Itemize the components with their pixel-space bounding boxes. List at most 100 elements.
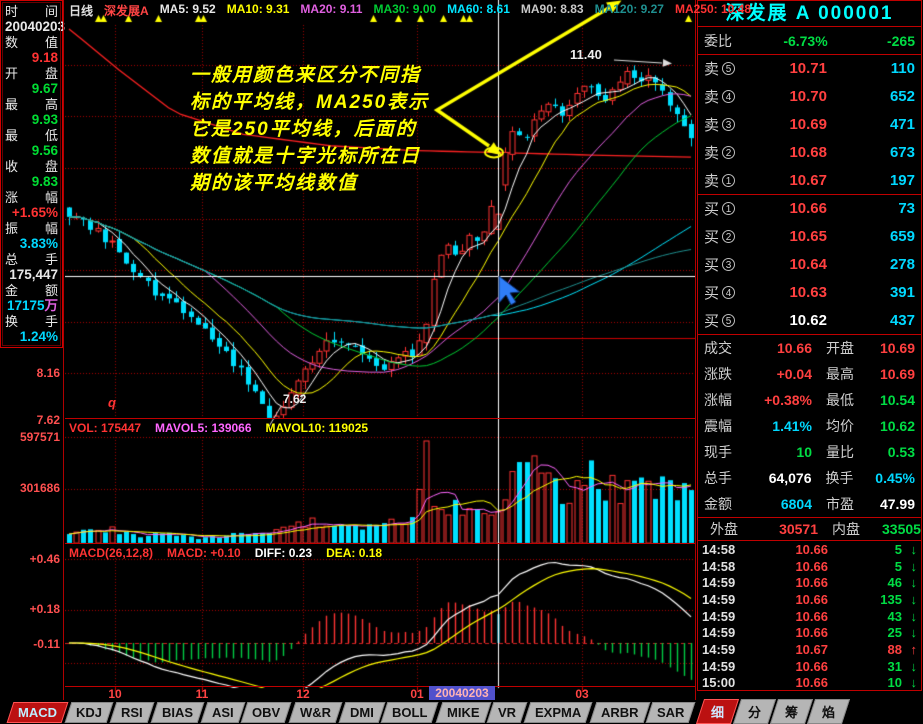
info-row: 涨幅 +0.38% 最低 10.54 (698, 387, 921, 413)
ask-row[interactable]: 卖 3 10.69 471 (698, 111, 921, 139)
value-text: 9.18 (31, 50, 58, 65)
sidebar-field-label: 开盘 (5, 66, 58, 81)
label-char: 幅 (44, 221, 58, 236)
macd-axis-label: +0.46 (29, 552, 60, 566)
waipan-row-inner: 外盘 30571 内盘 33505 (704, 519, 923, 539)
sidebar-field: 最低 9.56 (5, 128, 58, 159)
tick-volume: 10 (887, 675, 902, 691)
label-char: 换 (5, 314, 19, 329)
price-axis-label: 7.62 (36, 413, 60, 427)
info-row: 成交 10.66 开盘 10.69 (698, 335, 921, 361)
bid-row[interactable]: 买 1 10.66 73 (698, 195, 921, 223)
crosshair-quote-box: 时间 20040203 数值 9.18 开盘 9.67 最高 9.93 最低 9.56 收盘 9.83… (0, 0, 65, 348)
indicator-tab-kdj[interactable]: KDJ (64, 701, 114, 723)
volume-readout-item: VOL: 175447 (69, 421, 142, 435)
value-text: 1.24% (19, 329, 58, 344)
sidebar-field-value: 9.56 (5, 143, 58, 159)
bid-row[interactable]: 买 4 10.63 391 (698, 278, 921, 306)
ask-price: 10.71 (789, 60, 827, 78)
info-value: 1.41% (772, 418, 812, 434)
panel-tab[interactable]: 焰 (806, 699, 851, 724)
indicator-tab-rsi[interactable]: RSI (109, 701, 155, 723)
indicator-tab-sar[interactable]: SAR (645, 701, 697, 723)
label-char: 幅 (44, 190, 58, 205)
level-number-badge: 4 (722, 285, 736, 299)
date-axis: 10 11 12 01 03 20040203 (65, 686, 695, 701)
volume-indicator-readout: VOL: 175447 MAVOL5: 139066 MAVOL10: 119025 (69, 421, 382, 435)
sidebar-field-value: 20040203 (5, 19, 65, 35)
indicator-tab-bar: MACD KDJ RSI BIAS ASI OBV W&R DMI BOLL MIKE VR EXPM… (0, 700, 697, 724)
tick-time: 14:59 (702, 658, 736, 674)
indicator-tab-bias[interactable]: BIAS (150, 701, 205, 723)
level-text: 卖 (704, 89, 720, 107)
ask-row[interactable]: 卖 1 10.67 197 (698, 166, 921, 194)
bid-volume: 278 (889, 255, 915, 273)
level-number-badge: 5 (722, 62, 736, 76)
value-text: 175,447 (9, 267, 58, 282)
tick-row: 14:59 10.66 135 ↓ (698, 591, 921, 608)
indicator-tab-vr[interactable]: VR (486, 701, 528, 723)
sidebar-field-value: 9.18 (5, 50, 58, 66)
bid-row[interactable]: 买 5 10.62 437 (698, 306, 921, 334)
info-row: 总手 64,076 换手 0.45% (698, 465, 921, 491)
info-label: 最低 (826, 392, 854, 408)
quote-info-grid: 成交 10.66 开盘 10.69 涨跌 +0.04 最高 10.69 涨幅 +0.38% 最低 10… (698, 335, 921, 517)
sidebar-field-value: 9.93 (5, 112, 58, 128)
info-row: 涨跌 +0.04 最高 10.69 (698, 361, 921, 387)
up-arrow-icon: ↑ (910, 641, 918, 657)
tick-row: 14:59 10.66 46 ↓ (698, 574, 921, 591)
sidebar-field-label: 数值 (5, 35, 58, 50)
value-text: 17175 (6, 298, 45, 313)
panel-tab[interactable]: 分 (732, 699, 777, 724)
period-label[interactable]: 日线 (69, 4, 94, 18)
tab-label: BIAS (161, 704, 193, 720)
sidebar-field-label: 振幅 (5, 221, 58, 236)
tick-price: 10.66 (795, 558, 828, 574)
tab-label: VR (498, 704, 517, 720)
ask-row[interactable]: 卖 4 10.70 652 (698, 83, 921, 111)
ask-volume: 110 (890, 60, 915, 78)
sidebar-field: 收盘 9.83 (5, 159, 58, 190)
tick-price: 10.66 (795, 541, 828, 557)
stock-name-label[interactable]: 深发展A (104, 4, 149, 18)
down-arrow-icon: ↓ (910, 575, 918, 591)
macd-xaxis-separator (65, 686, 695, 687)
label-char: 振 (5, 221, 19, 236)
panel-tab[interactable]: 细 (695, 699, 740, 724)
tick-time: 14:59 (702, 608, 736, 624)
indicator-tab-boll[interactable]: BOLL (381, 701, 440, 723)
indicator-tab-expma[interactable]: EXPMA (524, 701, 594, 723)
ma-legend: MA5: 9.52 MA10: 9.31 MA20: 9.11 MA30: 9.00 M… (160, 2, 751, 19)
label-char: 高 (44, 97, 58, 112)
indicator-tab-obv[interactable]: OBV (241, 701, 293, 723)
indicator-tab-macd[interactable]: MACD (6, 701, 69, 723)
info-value: 10.54 (879, 392, 915, 408)
ma-legend-item: MA90: 8.83 (520, 2, 584, 16)
ask-row[interactable]: 卖 2 10.68 673 (698, 138, 921, 166)
bid-row[interactable]: 买 2 10.65 659 (698, 223, 921, 251)
indicator-tab-asi[interactable]: ASI (200, 701, 245, 723)
main-chart-canvas[interactable] (65, 0, 695, 700)
ask-row[interactable]: 卖 5 10.71 110 (698, 55, 921, 83)
indicator-tab-arbr[interactable]: ARBR (589, 701, 650, 723)
stock-title: 深发展 A 000001 (698, 1, 921, 27)
label-char: 间 (44, 4, 58, 19)
down-arrow-icon: ↓ (910, 608, 918, 624)
bid-row[interactable]: 买 3 10.64 278 (698, 251, 921, 279)
time-sales-list: 14:58 10.66 5 ↓ 14:58 10.66 5 ↓ 14:59 10.66 46 ↓ 14:… (698, 541, 921, 691)
tick-time: 14:59 (702, 591, 736, 607)
waipan-neipan-row: 外盘 30571 内盘 33505 (698, 517, 921, 541)
tick-row: 14:58 10.66 5 ↓ (698, 558, 921, 575)
indicator-tab-mike[interactable]: MIKE (435, 701, 491, 723)
tab-label: RSI (121, 704, 143, 720)
indicator-tab-wr[interactable]: W&R (288, 701, 343, 723)
panel-tab[interactable]: 筹 (769, 699, 814, 724)
weibi-row: 委比 -6.73% -265 (698, 28, 921, 55)
label-char: 最 (5, 128, 19, 143)
ask-volume: 673 (889, 143, 915, 161)
label-char: 涨 (5, 190, 19, 205)
indicator-tab-dmi[interactable]: DMI (338, 701, 385, 723)
